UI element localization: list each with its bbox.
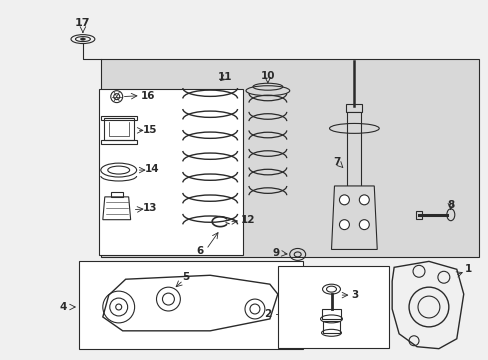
Text: 11: 11 xyxy=(218,72,232,82)
Bar xyxy=(101,140,136,144)
Bar xyxy=(321,309,341,319)
Text: 13: 13 xyxy=(143,203,158,213)
Text: 8: 8 xyxy=(447,200,453,210)
Text: 10: 10 xyxy=(260,71,275,81)
Text: 12: 12 xyxy=(240,215,255,225)
Bar xyxy=(111,192,122,197)
Text: 9: 9 xyxy=(272,248,279,258)
Text: 17: 17 xyxy=(75,18,90,28)
Text: 14: 14 xyxy=(145,164,160,174)
Bar xyxy=(346,112,361,186)
Text: 6: 6 xyxy=(196,247,203,256)
Bar xyxy=(79,261,302,349)
Bar xyxy=(346,104,362,112)
Bar xyxy=(277,266,388,348)
Circle shape xyxy=(339,220,349,230)
Bar xyxy=(99,89,243,255)
Text: 5: 5 xyxy=(182,272,188,282)
Bar xyxy=(103,118,133,140)
Text: 16: 16 xyxy=(141,91,156,101)
Ellipse shape xyxy=(446,209,454,221)
Bar xyxy=(415,211,421,219)
Bar xyxy=(322,321,340,333)
Text: 3: 3 xyxy=(351,290,358,300)
Ellipse shape xyxy=(80,38,85,40)
Polygon shape xyxy=(101,59,478,257)
Text: 4: 4 xyxy=(59,302,66,312)
Circle shape xyxy=(359,195,368,205)
Text: 2: 2 xyxy=(264,309,271,319)
Text: 7: 7 xyxy=(332,157,340,167)
Circle shape xyxy=(339,195,349,205)
Circle shape xyxy=(359,220,368,230)
Text: 15: 15 xyxy=(143,125,158,135)
Text: 1: 1 xyxy=(464,264,471,274)
Bar xyxy=(101,117,136,121)
Polygon shape xyxy=(331,186,376,249)
